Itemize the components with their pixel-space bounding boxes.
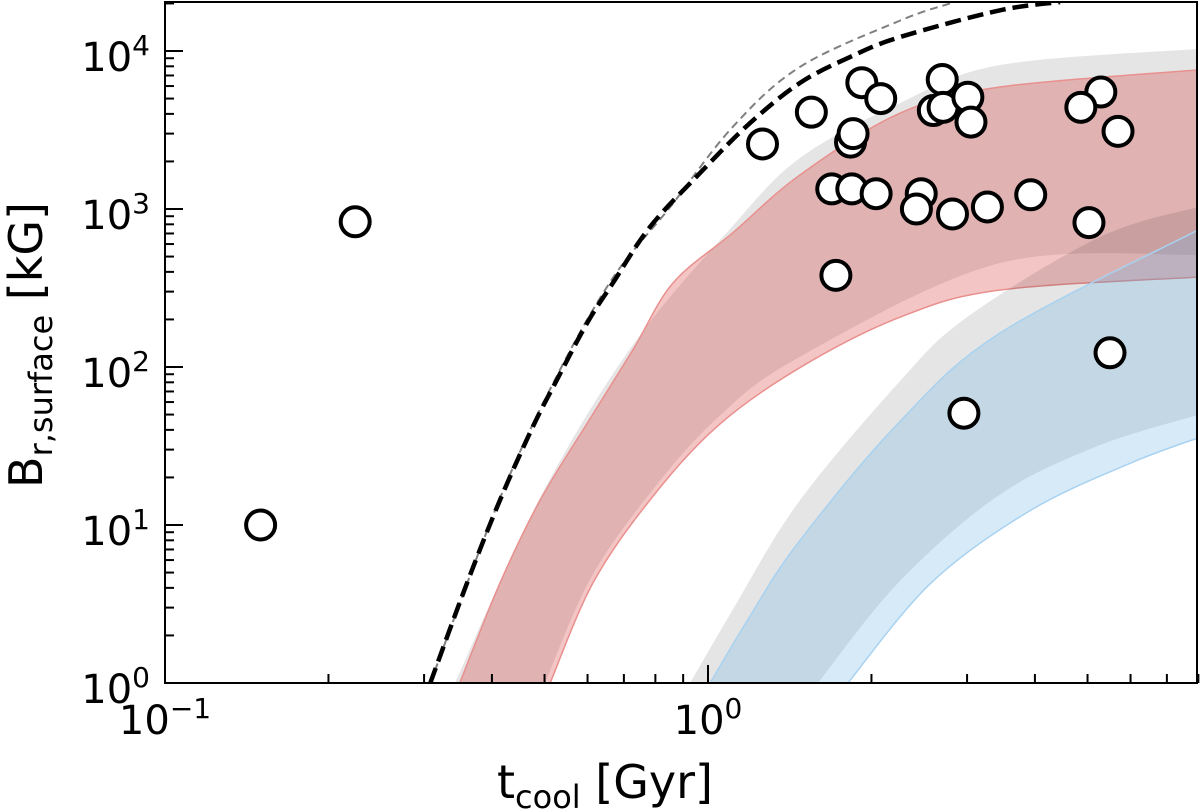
- data-point: [1093, 336, 1127, 370]
- data-point: [947, 396, 981, 430]
- y-axis-label: Br,surface [kG]: [0, 202, 60, 488]
- data-point: [1101, 114, 1135, 148]
- y-tick-label: 102: [81, 345, 150, 397]
- data-point: [954, 105, 988, 139]
- data-point: [864, 82, 898, 116]
- bands-layer: [454, 49, 1197, 683]
- data-point: [935, 197, 969, 231]
- data-point: [746, 127, 780, 161]
- band-fill-2: [690, 207, 1197, 683]
- band-fill-3: [710, 230, 1197, 683]
- data-point: [794, 95, 828, 129]
- y-tick-label: 104: [81, 29, 150, 81]
- points-layer: [244, 63, 1135, 542]
- data-point: [819, 258, 853, 292]
- y-tick-label: 100: [81, 661, 150, 713]
- y-tick-labels: 100 101 102 103 104: [81, 29, 150, 713]
- band-upper-edge-3: [709, 229, 1197, 683]
- data-point: [338, 205, 372, 239]
- data-point: [859, 177, 893, 211]
- data-point: [899, 192, 933, 226]
- data-point: [836, 117, 870, 151]
- data-point: [1064, 90, 1098, 124]
- data-point: [244, 508, 278, 542]
- data-point: [1072, 206, 1106, 240]
- band-fill-1: [459, 70, 1197, 683]
- band-fill-0: [454, 49, 1197, 683]
- dashed-line-1: [428, 2, 1061, 683]
- y-tick-label: 103: [81, 187, 150, 239]
- data-point: [1014, 178, 1048, 212]
- x-tick-label: 10−1: [119, 692, 211, 744]
- y-tick-label: 101: [81, 503, 150, 555]
- data-point: [970, 190, 1004, 224]
- plot-frame: [164, 1, 1198, 684]
- x-tick-label: 100: [674, 692, 743, 744]
- x-tick-labels: 10−1 100: [119, 692, 742, 744]
- x-axis-label: tcool [Gyr]: [497, 755, 713, 812]
- lines-layer: [428, 2, 1061, 683]
- band-lower-edge-1: [549, 276, 1197, 683]
- data-point: [925, 63, 959, 97]
- ticks-layer: [164, 2, 1200, 684]
- band-lower-edge-3: [847, 437, 1197, 683]
